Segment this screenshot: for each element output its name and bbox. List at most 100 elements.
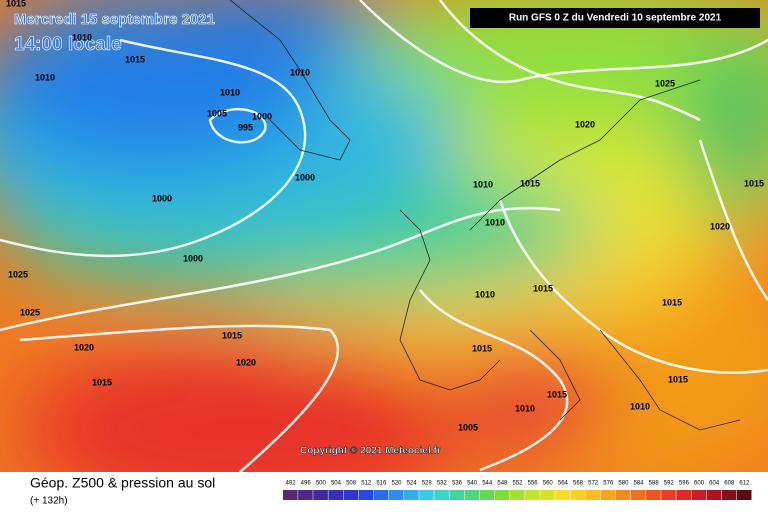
- scale-swatch: [343, 490, 359, 500]
- scale-swatch: [630, 490, 646, 500]
- scale-label: 552: [512, 481, 523, 487]
- isobar-label: 1015: [520, 178, 540, 188]
- scale-swatch: [736, 490, 752, 500]
- isobar-label: 1025: [8, 269, 28, 279]
- scale-label: 508: [346, 481, 357, 487]
- scale-swatch: [509, 490, 525, 500]
- scale-label: 572: [588, 481, 599, 487]
- scale-swatch: [373, 490, 389, 500]
- isobar-label: 1015: [547, 389, 567, 399]
- scale-label: 600: [694, 481, 705, 487]
- scale-swatch: [328, 490, 344, 500]
- scale-swatch: [298, 490, 313, 500]
- isobar-label: 1005: [458, 422, 478, 432]
- scale-label: 568: [573, 481, 584, 487]
- scale-swatch: [494, 490, 510, 500]
- isobar-label: 1010: [220, 87, 240, 97]
- isobar-label: 1015: [533, 283, 553, 293]
- isobar-label: 1015: [472, 343, 492, 353]
- isobar-label: 1000: [252, 111, 272, 121]
- scale-label: 588: [649, 481, 660, 487]
- isobar-label: 1005: [207, 108, 227, 118]
- scale-label: 524: [407, 481, 418, 487]
- scale-swatch: [464, 490, 480, 500]
- isobar-label: 1010: [72, 32, 92, 42]
- isobar-label: 1015: [125, 54, 145, 64]
- scale-swatch: [388, 490, 404, 500]
- scale-label: 536: [452, 481, 463, 487]
- isobar-label: 1025: [20, 307, 40, 317]
- scale-swatch: [721, 490, 737, 500]
- isobar-label: 1015: [6, 0, 26, 8]
- scale-label: 612: [739, 481, 750, 487]
- scale-label: 576: [603, 481, 614, 487]
- forecast-date: Mercredi 15 septembre 2021: [14, 11, 215, 28]
- scale-swatch: [419, 490, 434, 500]
- isobar-label: 1015: [92, 377, 112, 387]
- legend-title: Géop. Z500 & pression au sol: [30, 475, 215, 491]
- forecast-time: 14:00 locale: [14, 34, 122, 55]
- isobar-label: 1010: [475, 289, 495, 299]
- scale-label: 596: [679, 481, 690, 487]
- isobar-label: 1010: [473, 179, 493, 189]
- scale-swatch: [600, 490, 616, 500]
- scale-label: 520: [391, 481, 402, 487]
- scale-label: 548: [497, 481, 508, 487]
- isobar-label: 1000: [295, 172, 315, 182]
- scale-swatch: [283, 490, 298, 500]
- scale-swatch: [676, 490, 691, 500]
- isobar-label: 1010: [630, 401, 650, 411]
- copyright: Copyright © 2021 Meteociel.fr: [300, 446, 441, 457]
- scale-swatch: [404, 490, 419, 500]
- scale-swatch: [449, 490, 465, 500]
- isobar-label: 1010: [290, 67, 310, 77]
- lead-time: (+ 132h): [30, 496, 68, 507]
- isobar-label: 1010: [515, 403, 535, 413]
- isobar-label: 1015: [668, 374, 688, 384]
- scale-swatch: [570, 490, 586, 500]
- scale-label: 532: [437, 481, 448, 487]
- scale-label: 592: [664, 481, 675, 487]
- scale-label: 560: [543, 481, 554, 487]
- scale-swatch: [525, 490, 540, 500]
- color-scale: 492 496 500 504 508 512 516 520 524 528 532 536 540 5…: [283, 481, 752, 500]
- scale-swatch: [479, 490, 495, 500]
- isobar-label: 1010: [35, 72, 55, 82]
- scale-swatch: [555, 490, 570, 500]
- scale-swatch: [358, 490, 374, 500]
- scale-swatch: [434, 490, 449, 500]
- scale-label: 492: [286, 481, 297, 487]
- isobar-label: 1020: [710, 221, 730, 231]
- scale-label: 500: [316, 481, 327, 487]
- isobar-label: 995: [238, 122, 253, 132]
- isobar-label: 1015: [222, 330, 242, 340]
- run-info: Run GFS 0 Z du Vendredi 10 septembre 202…: [509, 13, 722, 24]
- scale-label: 544: [482, 481, 493, 487]
- isobar-label: 1020: [74, 342, 94, 352]
- scale-label: 584: [634, 481, 645, 487]
- scale-label: 504: [331, 481, 342, 487]
- scale-label: 556: [528, 481, 539, 487]
- scale-label: 540: [467, 481, 478, 487]
- isobar-label: 1015: [662, 297, 682, 307]
- isobar-label: 1020: [575, 119, 595, 129]
- scale-label: 580: [618, 481, 629, 487]
- scale-swatch: [661, 490, 676, 500]
- isobar-label: 1015: [744, 178, 764, 188]
- isobar-label: 1010: [485, 217, 505, 227]
- isobar-label: 1000: [152, 193, 172, 203]
- scale-label: 608: [724, 481, 735, 487]
- scale-swatch: [540, 490, 555, 500]
- scale-label: 564: [558, 481, 569, 487]
- scale-swatch: [585, 490, 601, 500]
- scale-label: 528: [422, 481, 433, 487]
- scale-label: 604: [709, 481, 720, 487]
- isobar-label: 1025: [655, 78, 675, 88]
- isobar-label: 1020: [236, 357, 256, 367]
- scale-swatch: [313, 490, 328, 500]
- isobar-label: 1000: [183, 253, 203, 263]
- run-box: [470, 8, 760, 28]
